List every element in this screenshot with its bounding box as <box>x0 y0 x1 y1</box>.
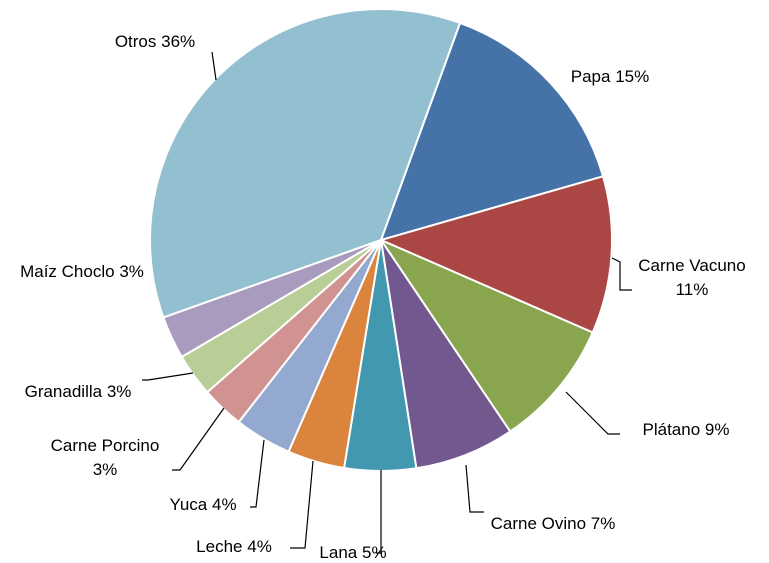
value-label: 4% <box>247 537 272 556</box>
pie-slice <box>149 8 462 319</box>
value-label: 11% <box>675 280 709 299</box>
slice-label: Plátano 9% <box>616 418 756 442</box>
category-label: Granadilla <box>24 382 103 401</box>
pie-slice <box>378 175 613 334</box>
category-label: Yuca <box>169 495 208 514</box>
leader-line <box>172 407 225 471</box>
slice-label: Carne Porcino 3% <box>40 434 170 482</box>
category-label: Leche <box>196 537 243 556</box>
slice-label: Granadilla 3% <box>23 380 133 404</box>
slice-label: Lana 5% <box>303 541 403 563</box>
leader-line <box>211 51 217 81</box>
leader-line <box>376 470 382 554</box>
slice-label: Carne Ovino 7% <box>488 512 618 536</box>
slice-label: Carne Vacuno 11% <box>637 254 747 302</box>
category-label: Carne Ovino <box>490 514 587 533</box>
category-label: Carne Porcino <box>50 436 160 455</box>
pie-slice <box>380 239 512 470</box>
pie-slice <box>378 237 594 433</box>
category-label: Plátano <box>642 420 701 439</box>
value-label: 3% <box>106 382 132 401</box>
category-label: Lana <box>319 543 358 562</box>
slice-label: Maíz Choclo 3% <box>12 260 152 284</box>
pie-slice <box>379 21 605 242</box>
leader-line <box>142 372 194 381</box>
slice-label: Leche 4% <box>184 535 284 559</box>
leader-line <box>565 391 620 435</box>
category-label: Otros <box>114 32 157 51</box>
leader-line <box>290 460 314 549</box>
leader-line <box>250 439 265 508</box>
value-label: 9% <box>704 420 730 439</box>
leader-line <box>611 257 632 291</box>
slice-label: Yuca 4% <box>153 493 253 517</box>
leader-line <box>465 464 484 513</box>
value-label: 3% <box>92 460 118 479</box>
category-label: Maíz Choclo <box>20 262 115 281</box>
category-label: Carne Vacuno <box>638 256 746 275</box>
value-label: 4% <box>211 495 237 514</box>
value-label: 15% <box>615 67 650 86</box>
value-label: 36% <box>161 32 196 51</box>
value-label: 3% <box>119 262 144 281</box>
category-label: Papa <box>570 67 611 86</box>
slice-label: Papa 15% <box>530 65 690 89</box>
leader-lines <box>142 51 632 554</box>
value-label: 7% <box>590 514 616 533</box>
value-label: 5% <box>361 543 387 562</box>
slice-label: Otros 36% <box>85 30 225 54</box>
